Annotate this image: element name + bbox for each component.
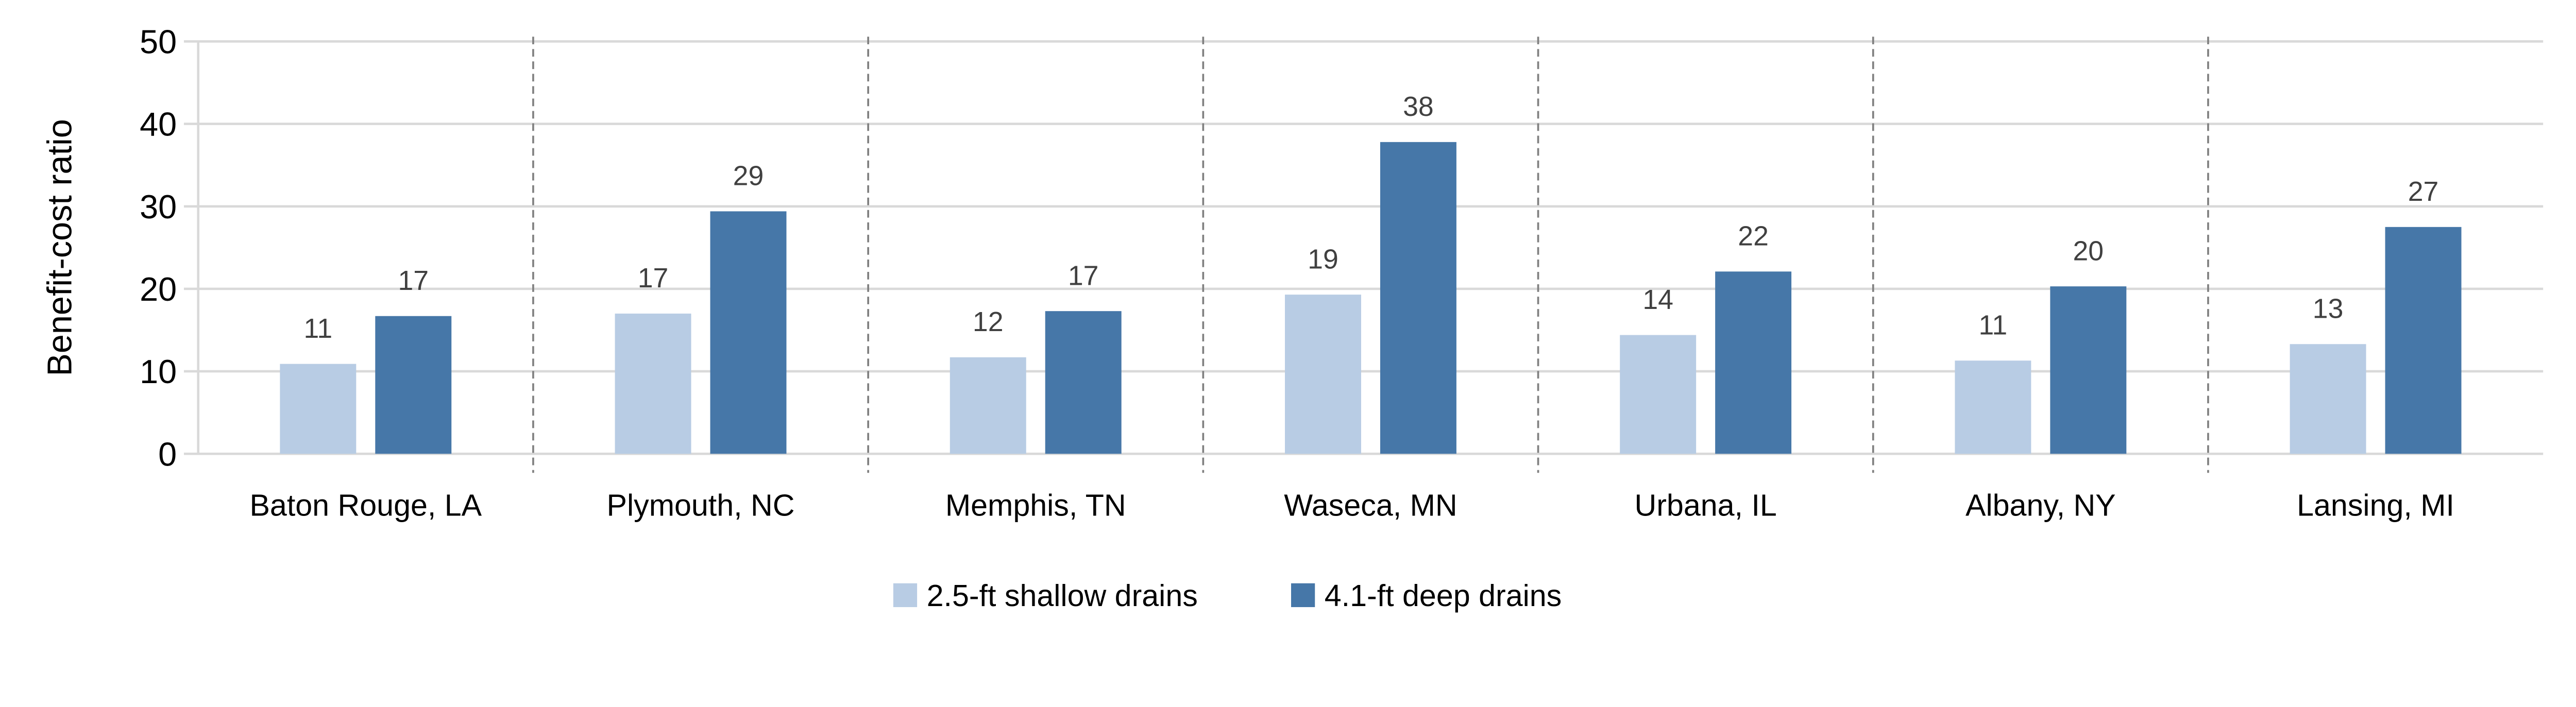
bar-shallow: [1620, 335, 1697, 454]
category-label: Plymouth, NC: [607, 488, 795, 522]
data-label: 11: [304, 313, 333, 344]
y-tick-label: 50: [140, 23, 177, 61]
bar-deep: [1715, 271, 1792, 454]
category-label: Lansing, MI: [2297, 488, 2454, 522]
data-label: 12: [973, 306, 1004, 337]
y-tick-label: 0: [158, 435, 177, 473]
bar-deep: [1045, 311, 1122, 454]
data-label: 19: [1308, 244, 1338, 274]
bar-shallow: [2290, 344, 2366, 454]
data-label: 14: [1642, 284, 1673, 315]
legend-swatch: [893, 583, 918, 608]
legend-label: 2.5-ft shallow drains: [927, 578, 1198, 613]
bar-shallow: [1284, 295, 1361, 454]
bar-shallow: [615, 313, 691, 454]
bar-shallow: [280, 364, 357, 454]
legend: 2.5-ft shallow drains 4.1-ft deep drains: [893, 578, 1562, 613]
y-tick-label: 20: [140, 270, 177, 308]
bar-deep: [1380, 142, 1456, 454]
y-tick-label: 40: [140, 106, 177, 143]
category-label: Urbana, IL: [1634, 488, 1776, 522]
bar-shallow: [950, 357, 1026, 454]
category-label: Albany, NY: [1965, 488, 2116, 522]
data-label: 38: [1403, 91, 1434, 122]
category-label: Waseca, MN: [1284, 488, 1457, 522]
data-label: 17: [398, 265, 429, 296]
data-label: 22: [1738, 220, 1769, 251]
data-label: 17: [638, 263, 669, 294]
category-label: Memphis, TN: [945, 488, 1126, 522]
y-tick-label: 30: [140, 188, 177, 226]
grid-layer: 0 10 20 30 40 50: [140, 23, 2544, 473]
legend-swatch: [1291, 583, 1315, 608]
data-label: 27: [2408, 176, 2439, 207]
category-label: Baton Rouge, LA: [249, 488, 482, 522]
bar-shallow: [1955, 360, 2031, 454]
data-label: 29: [733, 161, 764, 192]
data-label: 13: [2313, 293, 2344, 324]
y-tick-label: 10: [140, 353, 177, 390]
data-label: 17: [1068, 260, 1099, 291]
bar-deep: [375, 316, 452, 454]
bar-deep: [2050, 286, 2127, 454]
data-label: 20: [2073, 235, 2104, 266]
benefit-cost-bar-chart: Benefit-cost ratio 0 10 20 30 40 50 Baton Rou…: [41, 23, 2544, 613]
legend-label: 4.1-ft deep drains: [1325, 578, 1562, 613]
bar-deep: [710, 211, 787, 454]
y-axis-label: Benefit-cost ratio: [41, 119, 79, 376]
bar-deep: [2385, 227, 2462, 454]
bars-layer: Baton Rouge, LA 11 17 Plymouth, NC 17 29 Memph…: [249, 91, 2462, 522]
data-label: 11: [1979, 309, 2008, 340]
